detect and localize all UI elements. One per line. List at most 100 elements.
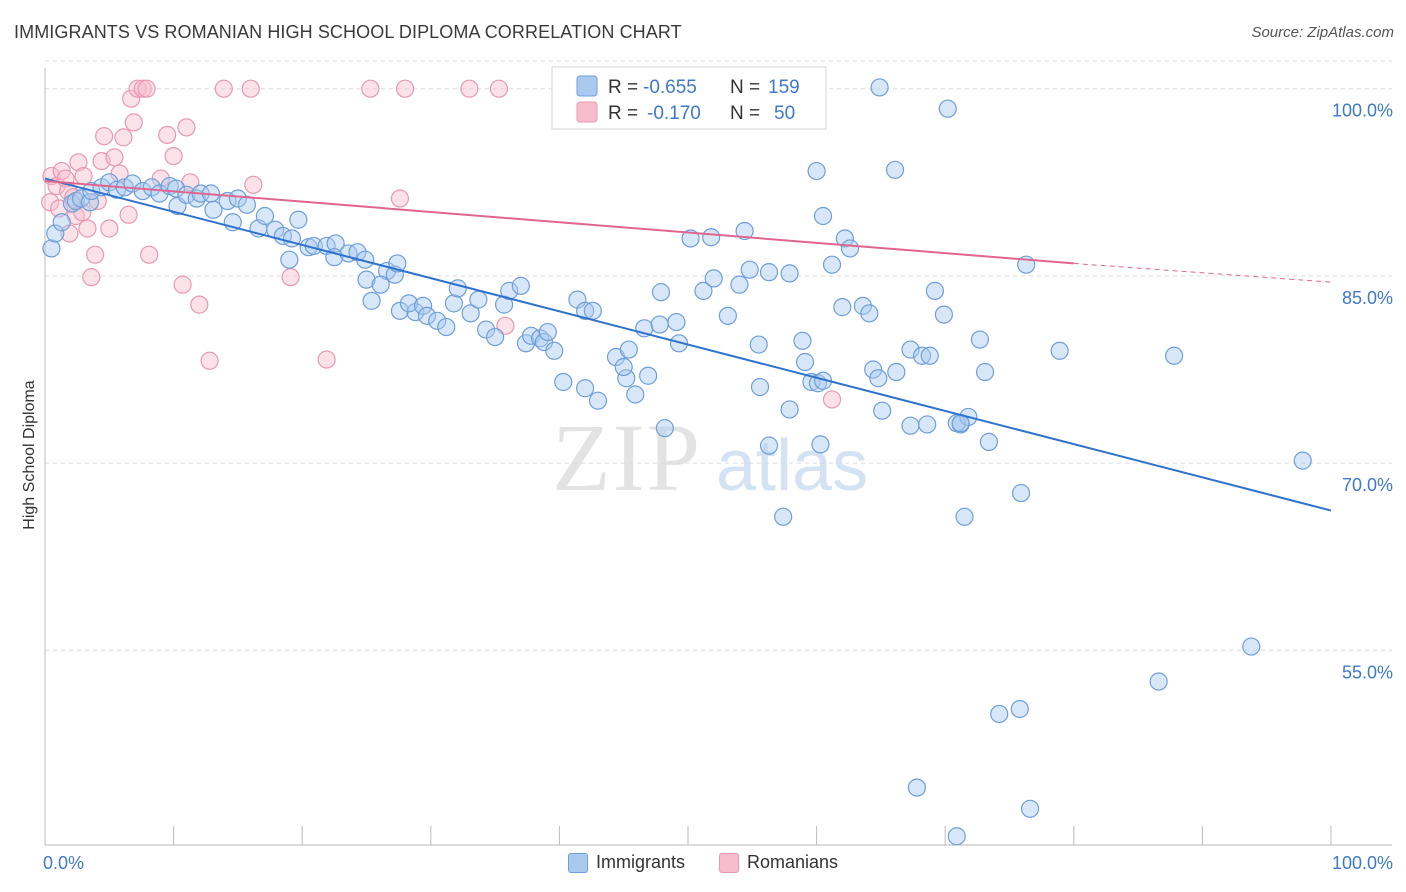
immigrants-point xyxy=(925,281,945,300)
romanians-point xyxy=(317,350,336,369)
immigrants-point xyxy=(907,778,927,797)
romanians-point xyxy=(100,219,119,238)
immigrants-point xyxy=(901,340,920,359)
watermark-zip: ZIP xyxy=(552,404,702,511)
immigrants-point xyxy=(938,99,957,118)
romanians-point xyxy=(395,79,415,98)
immigrants-point xyxy=(399,294,419,313)
immigrants-point xyxy=(918,415,937,434)
immigrants-point xyxy=(667,312,686,332)
immigrants-point xyxy=(934,305,954,324)
immigrants-point xyxy=(750,377,770,397)
immigrants-point xyxy=(901,416,920,435)
immigrants-point xyxy=(735,221,754,241)
immigrants-point xyxy=(639,366,658,385)
immigrants-point xyxy=(1149,672,1168,691)
immigrants-point xyxy=(326,234,345,253)
romanians-r-label: R = xyxy=(608,103,638,124)
stats-legend: R = -0.655 N = 159 R = -0.170 N = 50 xyxy=(551,66,827,130)
immigrants-point xyxy=(681,229,700,248)
immigrants-point xyxy=(588,391,608,410)
immigrants-point xyxy=(651,283,671,302)
immigrants-point xyxy=(759,263,779,282)
immigrants-point xyxy=(204,200,223,219)
immigrants-point xyxy=(461,304,480,323)
immigrants-point xyxy=(357,270,376,289)
legend-item-immigrants[interactable]: Immigrants xyxy=(567,852,685,873)
romanians-point xyxy=(114,128,133,147)
immigrants-point xyxy=(52,213,71,232)
x-tick-label: 0.0% xyxy=(43,853,84,873)
romanians-point xyxy=(200,351,219,370)
immigrants-point xyxy=(840,239,860,258)
immigrants-point xyxy=(554,372,573,392)
romanians-point xyxy=(133,79,152,98)
immigrants-point xyxy=(255,206,275,226)
immigrants-r-label: R = xyxy=(608,77,638,98)
immigrants-point xyxy=(813,206,833,226)
immigrants-point xyxy=(860,304,879,323)
immigrants-point xyxy=(486,327,505,347)
y-axis-label: High School Diploma xyxy=(21,380,38,530)
immigrants-n-label: N = xyxy=(730,77,760,98)
immigrants-point xyxy=(444,294,464,313)
immigrants-r-value: -0.655 xyxy=(643,77,697,98)
immigrants-point xyxy=(545,341,564,360)
immigrants-point xyxy=(774,507,793,526)
immigrants-point xyxy=(650,315,669,334)
x-tick-labels: 0.0% 100.0% xyxy=(43,853,1393,873)
romanians-point xyxy=(496,316,515,335)
immigrants-point xyxy=(853,296,872,315)
immigrants-point xyxy=(835,229,854,248)
immigrants-point xyxy=(1165,346,1184,365)
romanians-point xyxy=(164,146,183,166)
immigrants-point xyxy=(428,311,447,330)
romanians-legend-swatch xyxy=(576,101,598,123)
immigrants-point xyxy=(970,330,990,349)
immigrants-point xyxy=(749,335,768,354)
immigrants-n-value: 159 xyxy=(768,77,800,98)
immigrants-point xyxy=(511,276,530,295)
romanians-point xyxy=(78,219,97,238)
legend-item-romanians[interactable]: Romanians xyxy=(718,852,839,873)
x-tick-label: 100.0% xyxy=(1332,853,1393,873)
immigrants-point xyxy=(807,161,826,181)
immigrants-point xyxy=(793,331,812,350)
y-tick-label: 100.0% xyxy=(1332,101,1393,121)
romanians-point xyxy=(177,118,196,137)
immigrants-point xyxy=(1010,699,1029,719)
immigrants-point xyxy=(811,435,830,454)
immigrants-point xyxy=(990,704,1009,724)
chart-title: IMMIGRANTS VS ROMANIAN HIGH SCHOOL DIPLO… xyxy=(14,22,682,42)
immigrants-point xyxy=(177,185,196,204)
immigrants-point xyxy=(887,362,906,382)
romanians-point xyxy=(214,79,233,98)
stats-legend-box xyxy=(551,66,827,130)
immigrants-point xyxy=(780,264,799,283)
immigrants-swatch xyxy=(567,852,588,873)
immigrants-point xyxy=(870,78,889,97)
romanians-point xyxy=(69,153,88,172)
romanians-point xyxy=(95,127,114,146)
immigrants-point xyxy=(289,210,308,229)
immigrants-point xyxy=(626,385,645,404)
immigrants-point xyxy=(833,298,852,317)
immigrants-point xyxy=(759,436,779,455)
romanians-point xyxy=(460,79,479,98)
immigrants-point xyxy=(538,322,557,342)
romanians-point xyxy=(137,79,156,98)
immigrants-point xyxy=(1242,637,1261,656)
romanians-point xyxy=(82,268,101,287)
immigrants-point xyxy=(955,507,974,526)
immigrants-point xyxy=(619,340,638,359)
romanians-point xyxy=(140,245,159,264)
immigrants-point xyxy=(280,250,299,269)
immigrants-point xyxy=(348,243,367,262)
immigrants-point xyxy=(912,346,932,365)
romanians-point xyxy=(105,148,124,167)
romanians-point xyxy=(361,79,380,98)
legend-romanians-label: Romanians xyxy=(746,852,839,872)
romanians-point xyxy=(390,189,410,208)
immigrants-point xyxy=(413,296,433,315)
